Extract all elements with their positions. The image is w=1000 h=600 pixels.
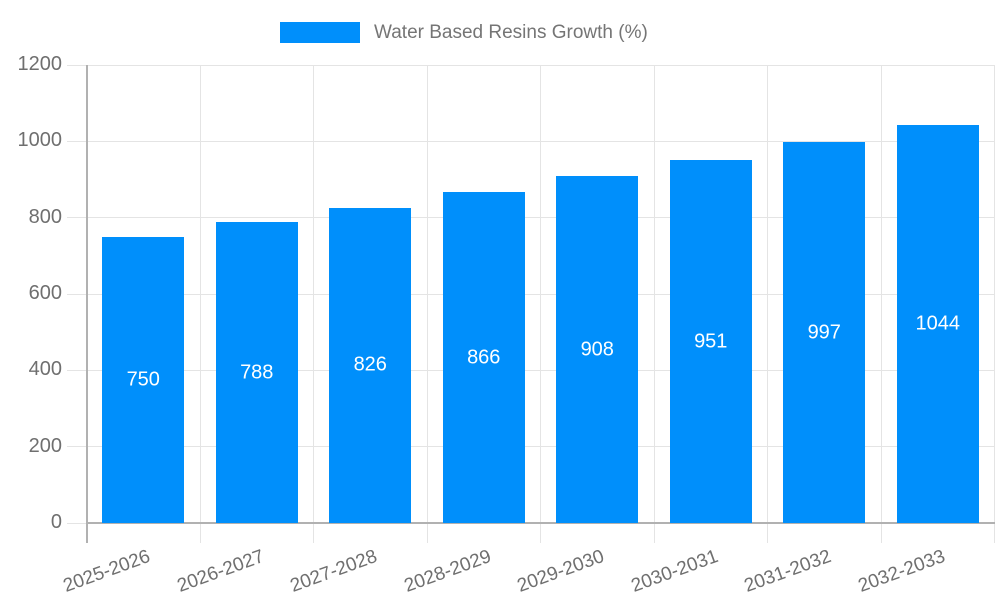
y-tick xyxy=(67,293,87,295)
bar-value-label: 750 xyxy=(126,368,160,391)
y-tick xyxy=(67,140,87,142)
y-axis-label: 200 xyxy=(28,434,62,457)
y-axis-label: 1000 xyxy=(17,129,63,152)
y-axis-label: 600 xyxy=(28,282,62,304)
bar[interactable]: 788 xyxy=(215,222,298,523)
gridline-x xyxy=(540,65,541,543)
x-axis-label: 2027-2028 xyxy=(287,546,381,597)
y-axis-label: 800 xyxy=(28,205,62,228)
legend-swatch xyxy=(280,22,360,43)
legend[interactable]: Water Based Resins Growth (%) xyxy=(280,20,648,45)
bar[interactable]: 997 xyxy=(783,142,866,523)
bar-value-label: 788 xyxy=(240,361,274,384)
x-axis-label: 2025-2026 xyxy=(60,546,154,597)
x-axis-line xyxy=(85,522,995,524)
legend-label: Water Based Resins Growth (%) xyxy=(374,22,648,43)
bar-value-label: 997 xyxy=(807,321,841,344)
y-axis-label: 0 xyxy=(50,511,62,533)
y-axis-line xyxy=(85,65,88,543)
y-tick xyxy=(67,446,87,448)
y-tick xyxy=(67,522,87,524)
bar-value-label: 866 xyxy=(467,346,501,369)
x-axis-label: 2032-2033 xyxy=(855,546,948,597)
bar[interactable]: 826 xyxy=(329,207,412,523)
bar[interactable]: 908 xyxy=(556,176,639,523)
gridline-x xyxy=(994,65,995,543)
x-axis-label: 2028-2029 xyxy=(401,546,494,597)
x-axis-label: 2026-2027 xyxy=(174,546,267,597)
y-axis-label: 400 xyxy=(28,358,62,381)
gridline-x xyxy=(199,65,201,543)
x-axis-label: 2030-2031 xyxy=(628,546,721,597)
bar-value-label: 908 xyxy=(580,338,614,361)
bar[interactable]: 951 xyxy=(669,160,752,523)
gridline-x xyxy=(313,65,314,543)
bar[interactable]: 866 xyxy=(442,192,525,523)
bar-value-label: 826 xyxy=(353,353,387,376)
bar-value-label: 1044 xyxy=(915,312,961,335)
y-tick xyxy=(67,369,87,371)
y-tick xyxy=(67,64,87,66)
gridline-x xyxy=(880,65,882,543)
bar[interactable]: 1044 xyxy=(896,124,979,523)
gridline-x xyxy=(767,65,768,543)
x-axis-label: 2029-2030 xyxy=(514,546,608,597)
x-axis-label: 2031-2032 xyxy=(741,546,835,597)
bar-value-label: 951 xyxy=(694,330,728,352)
y-axis-label: 1200 xyxy=(17,53,63,75)
gridline-x xyxy=(426,65,428,543)
gridline-x xyxy=(653,65,655,543)
y-tick xyxy=(67,217,87,219)
bar[interactable]: 750 xyxy=(102,236,185,523)
